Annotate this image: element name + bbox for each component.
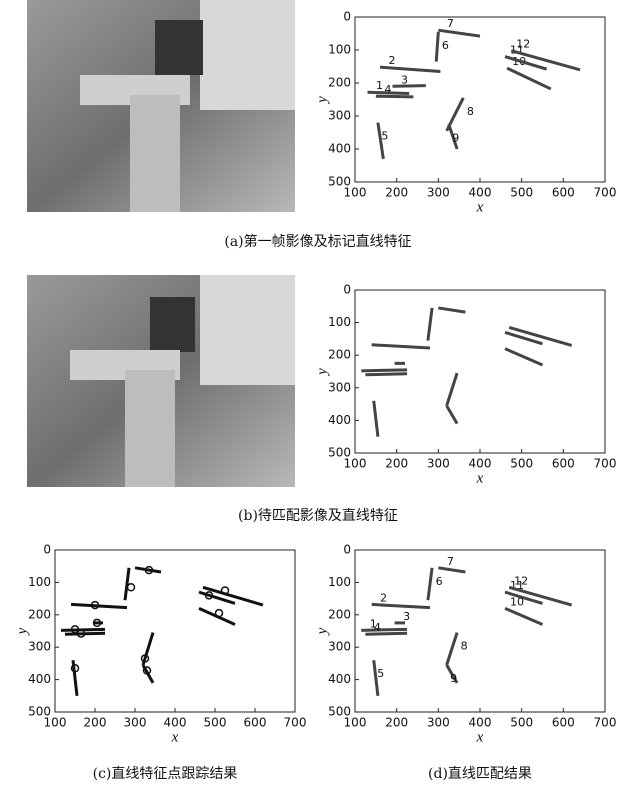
x-tick-label: 600 [244,716,267,730]
segment-label: 6 [442,39,449,52]
y-tick-label: 0 [343,10,351,24]
y-tick-label: 0 [343,543,351,557]
y-tick-label: 300 [328,109,351,123]
x-tick-label: 700 [594,186,617,200]
y-axis-label: y [314,96,330,105]
x-axis-label: x [476,199,484,215]
line-segment [436,32,438,62]
y-tick-label: 400 [328,672,351,686]
x-tick-label: 500 [510,457,533,471]
segment-label: 6 [436,575,443,588]
y-tick-label: 300 [328,640,351,654]
y-axis-label: y [14,627,30,636]
segment-label: 9 [452,131,459,144]
caption: (a)第一帧影像及标记直线特征 [224,233,411,250]
y-tick-label: 200 [328,607,351,621]
y-axis-label: y [314,368,330,377]
segment-label: 2 [380,591,387,604]
x-tick-label: 400 [469,186,492,200]
caption: (c)直线特征点跟踪结果 [93,765,238,782]
x-tick-label: 700 [594,716,617,730]
x-tick-label: 400 [469,457,492,471]
x-axis-label: x [476,729,484,745]
x-axis-label: x [476,470,484,486]
figure: 1002003004005006007000100200300400500xy1… [0,0,636,788]
caption: (b)待匹配影像及直线特征 [238,507,398,524]
segment-label: 8 [461,640,468,653]
x-axis-label: x [171,729,179,745]
segment-label: 5 [381,130,388,143]
segment-label: 9 [450,672,457,685]
x-tick-label: 200 [385,457,408,471]
segment-label: 7 [447,17,454,30]
y-tick-label: 100 [328,43,351,57]
x-tick-label: 700 [284,716,307,730]
y-axis-label: y [314,627,330,636]
y-tick-label: 400 [328,413,351,427]
x-tick-label: 400 [164,716,187,730]
y-tick-label: 400 [28,672,51,686]
segment-label: 4 [384,83,391,96]
y-tick-label: 500 [328,705,351,719]
x-tick-label: 600 [552,716,575,730]
segment-label: 12 [514,574,528,587]
y-tick-label: 500 [328,446,351,460]
x-tick-label: 500 [510,716,533,730]
y-tick-label: 200 [28,607,51,621]
line-segment [393,86,426,87]
line-segment [361,629,407,630]
x-tick-label: 200 [84,716,107,730]
segment-label: 4 [374,621,381,634]
line-segment [376,96,414,97]
segment-label: 12 [516,38,530,51]
y-tick-label: 300 [328,380,351,394]
y-tick-label: 100 [328,575,351,589]
y-tick-label: 200 [328,348,351,362]
y-tick-label: 200 [328,76,351,90]
segment-label: 2 [389,54,396,67]
segment-label: 3 [401,73,408,86]
x-tick-label: 600 [552,186,575,200]
x-tick-label: 300 [427,457,450,471]
x-tick-label: 200 [385,186,408,200]
photo [27,275,295,487]
x-tick-label: 300 [427,716,450,730]
y-tick-label: 100 [28,575,51,589]
y-tick-label: 0 [43,543,51,557]
caption: (d)直线匹配结果 [428,765,532,782]
line-segment [365,374,407,375]
x-tick-label: 600 [552,457,575,471]
x-tick-label: 300 [427,186,450,200]
x-tick-label: 300 [124,716,147,730]
y-tick-label: 400 [328,142,351,156]
line-segment [365,633,407,634]
segment-label: 7 [447,555,454,568]
y-tick-label: 100 [328,315,351,329]
line-segment [361,370,407,371]
y-tick-label: 300 [28,640,51,654]
x-tick-label: 500 [510,186,533,200]
y-tick-label: 0 [343,283,351,297]
segment-label: 5 [377,667,384,680]
photo [27,0,295,212]
segment-label: 1 [376,79,383,92]
segment-label: 3 [403,610,410,623]
x-tick-label: 500 [204,716,227,730]
plot-frame [355,17,605,182]
y-tick-label: 500 [328,175,351,189]
x-tick-label: 700 [594,457,617,471]
segment-label: 10 [510,595,524,608]
segment-label: 8 [467,105,474,118]
x-tick-label: 200 [385,716,408,730]
x-tick-label: 400 [469,716,492,730]
y-tick-label: 500 [28,705,51,719]
